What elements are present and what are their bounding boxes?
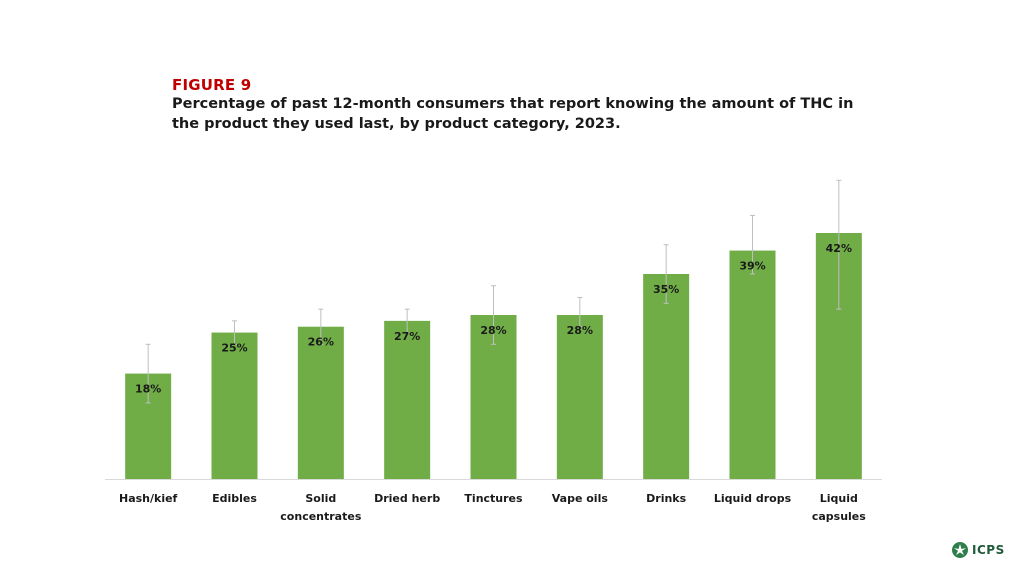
- bar: [643, 274, 690, 479]
- data-label: 25%: [221, 342, 247, 355]
- bar: [211, 332, 258, 479]
- category-label: Edibles: [212, 492, 257, 505]
- category-label: Drinks: [646, 492, 686, 505]
- figure-title: Percentage of past 12-month consumers th…: [172, 96, 854, 132]
- bar: [384, 320, 431, 479]
- data-label: 18%: [135, 383, 161, 396]
- data-label: 27%: [394, 330, 420, 343]
- data-label: 26%: [308, 336, 334, 349]
- category-label: Vape oils: [552, 492, 609, 505]
- data-label: 42%: [826, 242, 852, 255]
- category-label: Dried herb: [374, 492, 440, 505]
- bar: [556, 315, 603, 479]
- data-label: 28%: [567, 324, 593, 337]
- category-label: Solid: [305, 492, 336, 505]
- leaf-logo-icon: [952, 542, 968, 558]
- category-label: Liquid: [820, 492, 858, 505]
- category-label: concentrates: [280, 510, 362, 523]
- bar: [297, 326, 344, 479]
- bar: [729, 250, 776, 479]
- data-label: 39%: [739, 260, 765, 273]
- category-label: capsules: [812, 510, 866, 523]
- icps-logo: ICPS: [951, 541, 1005, 559]
- logo-text: ICPS: [972, 543, 1005, 557]
- data-label: 35%: [653, 283, 679, 296]
- category-label: Hash/kief: [119, 492, 178, 505]
- category-label: Tinctures: [464, 492, 523, 505]
- figure-label: FIGURE 9: [172, 76, 252, 94]
- category-label: Liquid drops: [714, 492, 792, 505]
- data-label: 28%: [480, 324, 506, 337]
